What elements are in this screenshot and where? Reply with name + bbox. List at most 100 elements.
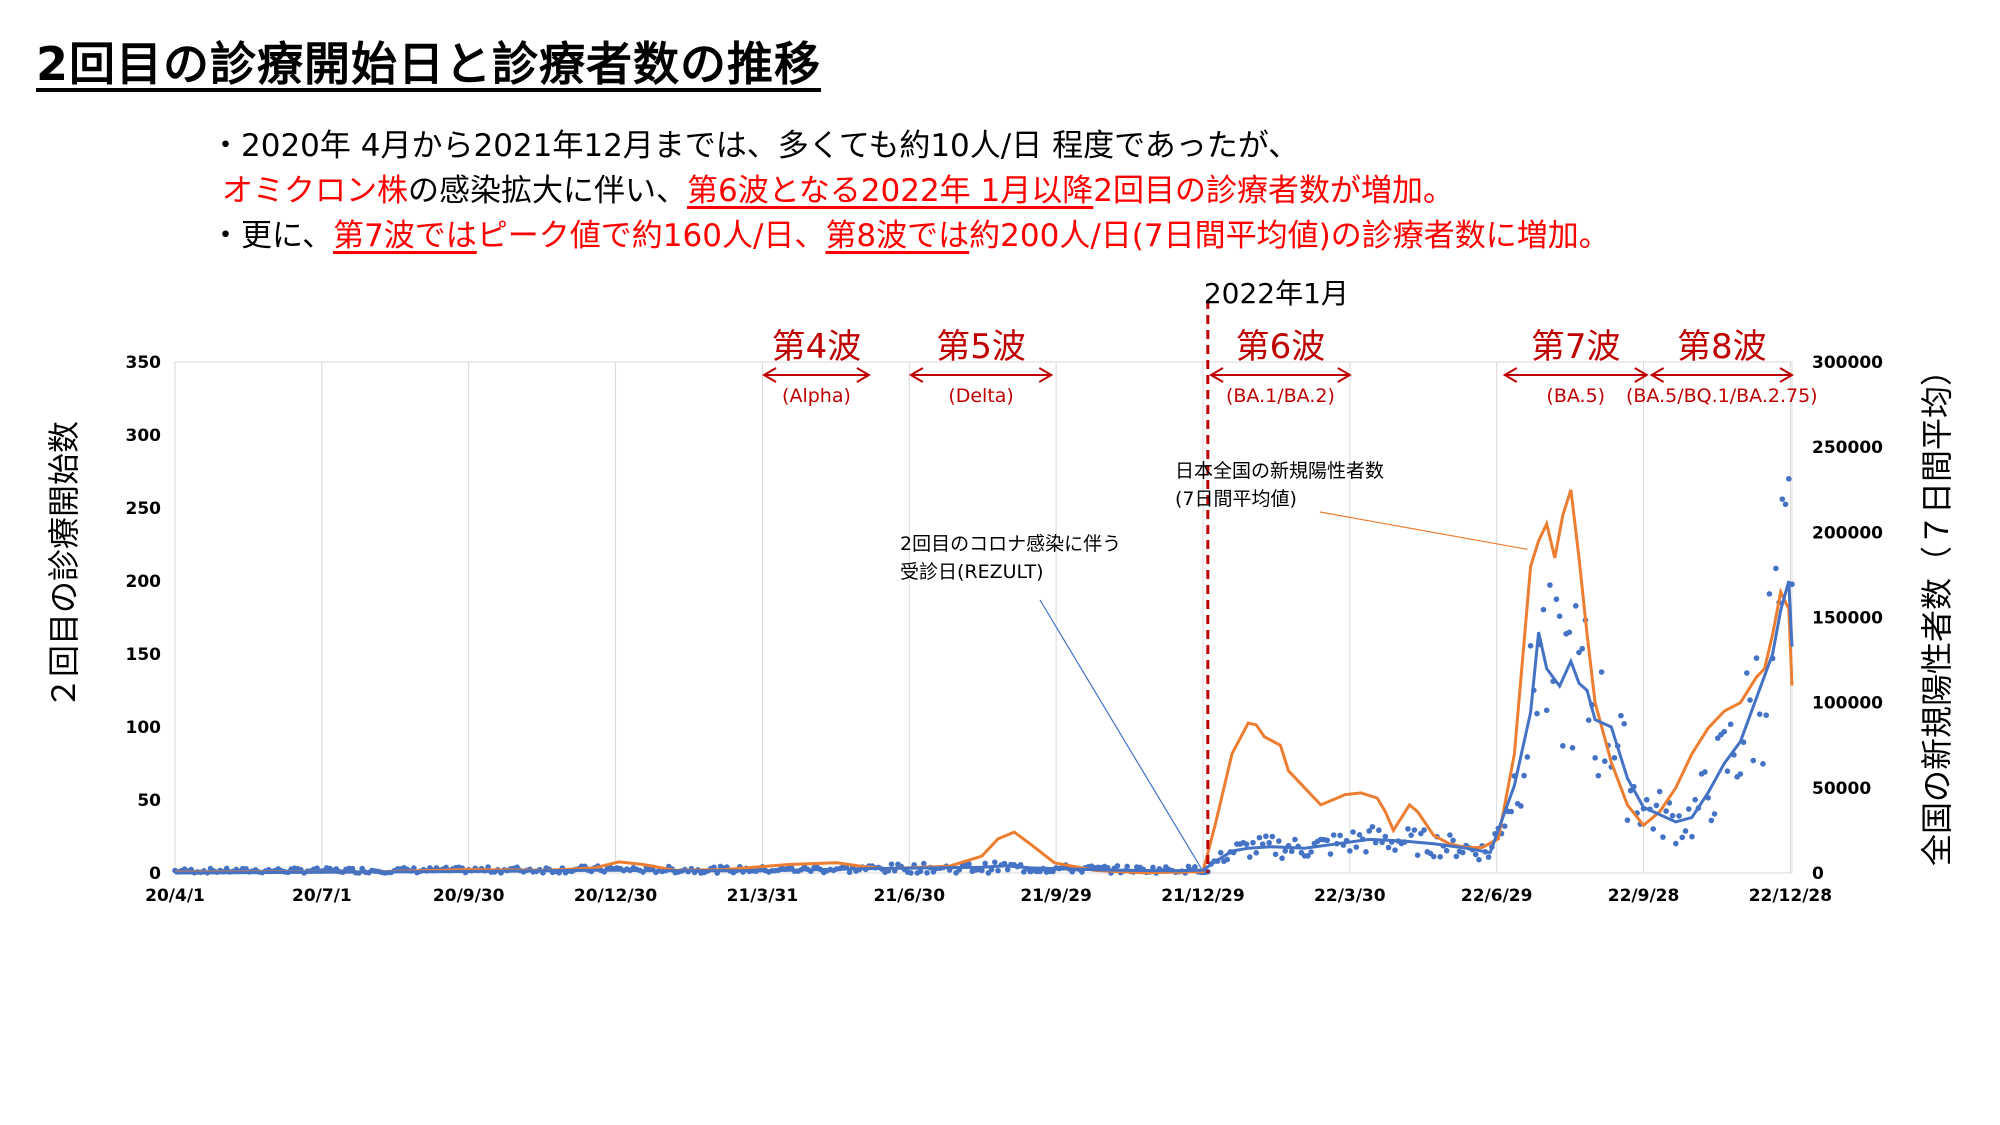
wave8-text: 第8波では: [825, 218, 970, 254]
y-left-tick-label: 250: [126, 499, 162, 519]
wave-label: 第4波: [772, 327, 862, 367]
bullet-2-text-d: 2回目の診療者数が増加。: [1093, 173, 1454, 209]
annotation-national-leader: [1319, 511, 1528, 550]
daily-dot: [1369, 823, 1376, 830]
x-tick-label: 20/7/1: [292, 886, 352, 906]
daily-dot: [1689, 833, 1695, 840]
daily-dot: [1721, 728, 1728, 735]
daily-dot: [1385, 844, 1392, 851]
daily-dot: [1569, 745, 1576, 751]
y-left-tick-label: 200: [126, 572, 162, 592]
daily-dot: [1405, 826, 1411, 832]
daily-dot: [1679, 834, 1686, 841]
y-right-tick-label: 100000: [1812, 694, 1883, 714]
daily-dot: [846, 869, 853, 876]
daily-dot: [1408, 832, 1414, 838]
daily-dot: [1669, 812, 1676, 819]
daily-dot: [966, 861, 972, 867]
daily-dot: [1114, 863, 1121, 869]
daily-dot: [1353, 844, 1360, 850]
daily-dot: [349, 865, 356, 872]
wave-arrow-head: [1337, 367, 1352, 383]
daily-dot: [1050, 868, 1056, 875]
daily-dot: [1785, 475, 1792, 482]
wave-variant-label: (Alpha): [782, 385, 851, 407]
daily-dot: [1356, 831, 1363, 838]
daily-dot: [1685, 806, 1692, 812]
daily-dot: [1382, 833, 1389, 840]
daily-dot: [1256, 834, 1263, 841]
daily-dot: [1621, 721, 1627, 727]
daily-dot: [888, 861, 895, 867]
daily-dot: [1737, 771, 1744, 777]
daily-dot: [1656, 788, 1663, 795]
daily-dot: [1592, 755, 1598, 761]
daily-dot: [1750, 757, 1757, 764]
bullet-line-3: ・更に、第7波ではピーク値で約160人/日、第8波では約200人/日(7日間平均…: [210, 210, 1610, 255]
bullet-3-text-e: 約200人/日(7日間平均値)の診療者数に増加。: [969, 218, 1610, 254]
bullet-3-text-c: ピーク値で約160人/日、: [476, 218, 826, 254]
daily-dot: [1566, 629, 1573, 636]
daily-dot: [1324, 837, 1331, 844]
x-tick-label: 22/3/30: [1314, 886, 1386, 906]
daily-dot: [1727, 721, 1734, 728]
daily-dot: [1292, 836, 1298, 843]
wave-arrow-head: [1634, 367, 1649, 383]
daily-dot: [1472, 851, 1479, 858]
y-right-tick-label: 250000: [1812, 438, 1883, 458]
daily-dot: [1250, 839, 1256, 846]
daily-dot: [1753, 655, 1760, 661]
daily-dot: [1663, 808, 1669, 814]
y-left-tick-label: 150: [126, 645, 162, 665]
national-cases-line: [174, 489, 1794, 875]
daily-dot: [1269, 833, 1276, 840]
daily-dot: [920, 860, 927, 867]
daily-dot: [1595, 772, 1602, 779]
daily-dot: [1276, 838, 1282, 844]
daily-dot: [1766, 591, 1773, 597]
daily-dot: [1660, 834, 1666, 840]
daily-dot: [1653, 802, 1660, 809]
annotation-national: (7日間平均値): [1175, 488, 1297, 510]
daily-dot: [1676, 813, 1682, 819]
y-left-tick-label: 350: [126, 353, 162, 373]
daily-dot: [1272, 851, 1279, 858]
daily-dot: [1711, 811, 1718, 817]
daily-dot: [1447, 832, 1453, 838]
daily-dot: [1534, 710, 1540, 717]
daily-dot: [1579, 645, 1586, 652]
daily-dot: [995, 867, 1001, 874]
daily-dot: [1598, 669, 1605, 675]
daily-dot: [1624, 817, 1631, 823]
wave6-text: 第6波となる2022年 1月以降: [687, 173, 1094, 209]
bullet-1-text: ・2020年 4月から2021年12月までは、多くても約10人/日 程度であった…: [210, 128, 1300, 164]
x-tick-label: 22/6/29: [1461, 886, 1533, 906]
daily-dot: [1521, 772, 1527, 779]
daily-dot: [1443, 847, 1450, 854]
daily-dot: [908, 870, 914, 876]
daily-dot: [924, 869, 930, 876]
daily-dot: [1543, 707, 1550, 714]
daily-dot: [1366, 828, 1372, 834]
x-tick-label: 22/9/28: [1608, 886, 1680, 906]
y-axis-left-label: ２回目の診療開始数: [45, 420, 83, 710]
daily-dot: [1288, 848, 1295, 855]
daily-dot: [1501, 823, 1508, 829]
daily-dot: [1259, 841, 1266, 847]
daily-dot: [1430, 853, 1437, 860]
y-right-tick-label: 50000: [1812, 779, 1871, 799]
daily-dot: [1611, 754, 1618, 761]
daily-dot: [1556, 613, 1563, 620]
daily-dot: [1453, 853, 1460, 860]
daily-dot: [1682, 828, 1689, 834]
x-tick-label: 20/4/1: [145, 886, 205, 906]
bullet-2-text-b: の感染拡大に伴い、: [408, 173, 687, 209]
page-title: 2回目の診療開始日と診療者数の推移: [36, 37, 822, 91]
daily-dot: [359, 865, 365, 872]
x-tick-label: 21/9/29: [1020, 886, 1092, 906]
daily-dot: [917, 868, 924, 875]
daily-dot: [1363, 849, 1369, 855]
daily-dot: [1650, 826, 1657, 832]
daily-dot: [1643, 796, 1650, 803]
